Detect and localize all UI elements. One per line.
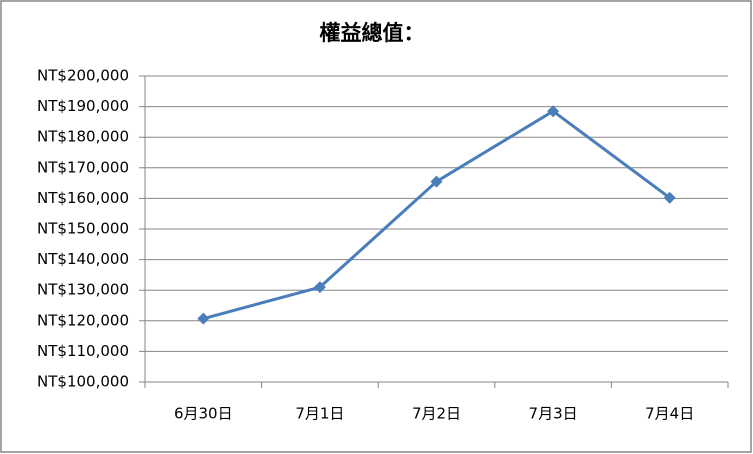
- x-tick-label: 7月2日: [412, 405, 461, 423]
- y-tick-label: NT$110,000: [37, 342, 129, 360]
- data-point: [430, 175, 443, 188]
- y-tick-label: NT$100,000: [37, 373, 129, 391]
- y-tick-label: NT$170,000: [37, 158, 129, 176]
- chart-title: 權益總值：: [320, 21, 425, 45]
- x-tick-label: 6月30日: [174, 405, 233, 423]
- x-tick-label: 7月1日: [295, 405, 344, 423]
- y-tick-label: NT$190,000: [37, 97, 129, 115]
- data-point: [197, 312, 210, 325]
- y-tick-label: NT$120,000: [37, 311, 129, 329]
- x-tick-label: 7月4日: [645, 405, 694, 423]
- y-tick-label: NT$180,000: [37, 128, 129, 146]
- y-tick-label: NT$160,000: [37, 189, 129, 207]
- x-tick-label: 7月3日: [529, 405, 578, 423]
- y-tick-label: NT$130,000: [37, 281, 129, 299]
- y-tick-label: NT$140,000: [37, 250, 129, 268]
- y-tick-label: NT$200,000: [37, 67, 129, 85]
- data-point: [663, 191, 676, 204]
- data-point: [313, 281, 326, 294]
- data-point: [547, 105, 560, 118]
- y-tick-label: NT$150,000: [37, 220, 129, 238]
